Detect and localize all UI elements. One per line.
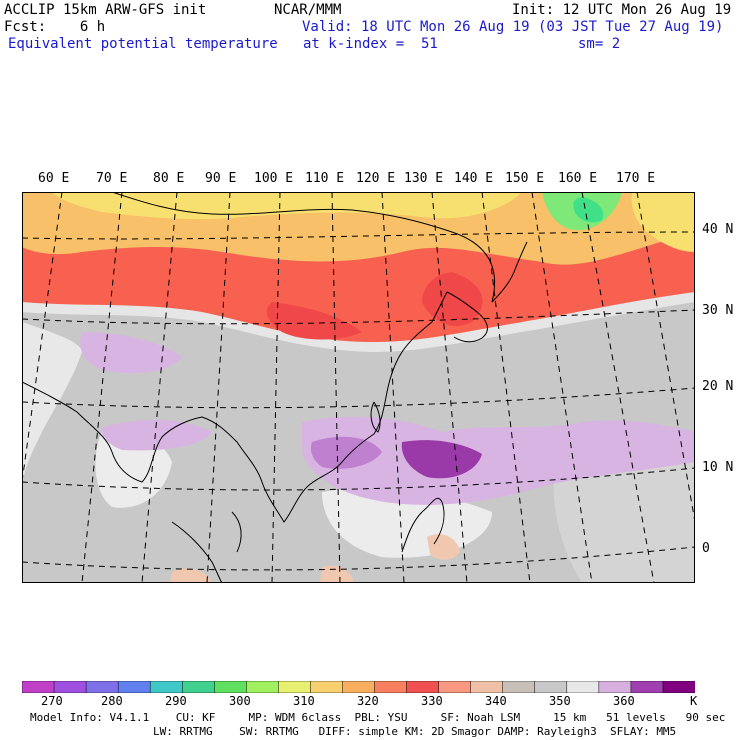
colorbar-label-310: 310 (293, 694, 315, 708)
lon-label-170e: 170 E (616, 171, 656, 186)
init-time: Init: 12 UTC Mon 26 Aug 19 (512, 2, 732, 18)
lon-label-120e: 120 E (356, 171, 396, 186)
coastlines (22, 192, 528, 583)
valid-time: Valid: 18 UTC Mon 26 Aug 19 (03 JST Tue … (302, 19, 724, 35)
colorbar-swatch (534, 681, 568, 693)
lon-label-90e: 90 E (205, 171, 237, 186)
purple-moist-regions (80, 332, 695, 505)
theta-e-map (22, 192, 695, 583)
colorbar-swatch (149, 681, 183, 693)
colorbar-swatch (246, 681, 280, 693)
level-label: at k-index = 51 (303, 36, 438, 52)
org-label: NCAR/MMM (274, 2, 342, 18)
colorbar-swatch (470, 681, 504, 693)
lat-label-20n: 20 N (702, 379, 734, 394)
colorbar-swatch (53, 681, 87, 693)
colorbar-swatch (566, 681, 600, 693)
colorbar-label-350: 350 (549, 694, 571, 708)
smoothing-label: sm= 2 (578, 36, 621, 52)
lon-label-130e: 130 E (404, 171, 444, 186)
graticule (22, 192, 695, 583)
lon-label-140e: 140 E (454, 171, 494, 186)
colorbar-swatch (342, 681, 376, 693)
lon-label-80e: 80 E (153, 171, 185, 186)
colorbar-swatch (406, 681, 440, 693)
lon-label-70e: 70 E (96, 171, 128, 186)
colorbar-swatch (438, 681, 472, 693)
colorbar-swatch (22, 681, 55, 693)
lon-label-60e: 60 E (38, 171, 70, 186)
colorbar-swatch (310, 681, 344, 693)
lat-label-30n: 30 N (702, 303, 734, 318)
lat-label-0: 0 (702, 541, 710, 556)
lat-label-40n: 40 N (702, 222, 734, 237)
model-info-line2: LW: RRTMG SW: RRTMG DIFF: simple KM: 2D … (153, 725, 677, 738)
colorbar-swatch (598, 681, 632, 693)
colorbar-label-360: 360 (613, 694, 635, 708)
lon-label-110e: 110 E (305, 171, 345, 186)
colorbar-swatch (502, 681, 536, 693)
colorbar-swatch (374, 681, 408, 693)
colorbar-unit: K (690, 694, 698, 708)
colorbar-swatch (214, 681, 248, 693)
lon-label-100e: 100 E (254, 171, 294, 186)
model-title: ACCLIP 15km ARW-GFS init (4, 2, 207, 18)
colorbar-label-300: 300 (229, 694, 251, 708)
colorbar-swatch (85, 681, 119, 693)
lon-label-150e: 150 E (505, 171, 545, 186)
colorbar (22, 681, 695, 693)
colorbar-label-320: 320 (357, 694, 379, 708)
colorbar-swatch (278, 681, 312, 693)
lon-label-160e: 160 E (558, 171, 598, 186)
field-name: Equivalent potential temperature (8, 36, 278, 52)
colorbar-swatch (117, 681, 151, 693)
land-pale-region (170, 534, 460, 583)
colorbar-label-290: 290 (165, 694, 187, 708)
lat-label-10n: 10 N (702, 460, 734, 475)
model-info-line1: Model Info: V4.1.1 CU: KF MP: WDM 6class… (30, 711, 726, 724)
colorbar-label-270: 270 (41, 694, 63, 708)
colorbar-swatch (662, 681, 695, 693)
colorbar-label-330: 330 (421, 694, 443, 708)
colorbar-label-280: 280 (101, 694, 123, 708)
colorbar-swatch (630, 681, 664, 693)
colorbar-label-340: 340 (485, 694, 507, 708)
colorbar-swatch (181, 681, 216, 693)
forecast-hour: Fcst: 6 h (4, 19, 106, 35)
